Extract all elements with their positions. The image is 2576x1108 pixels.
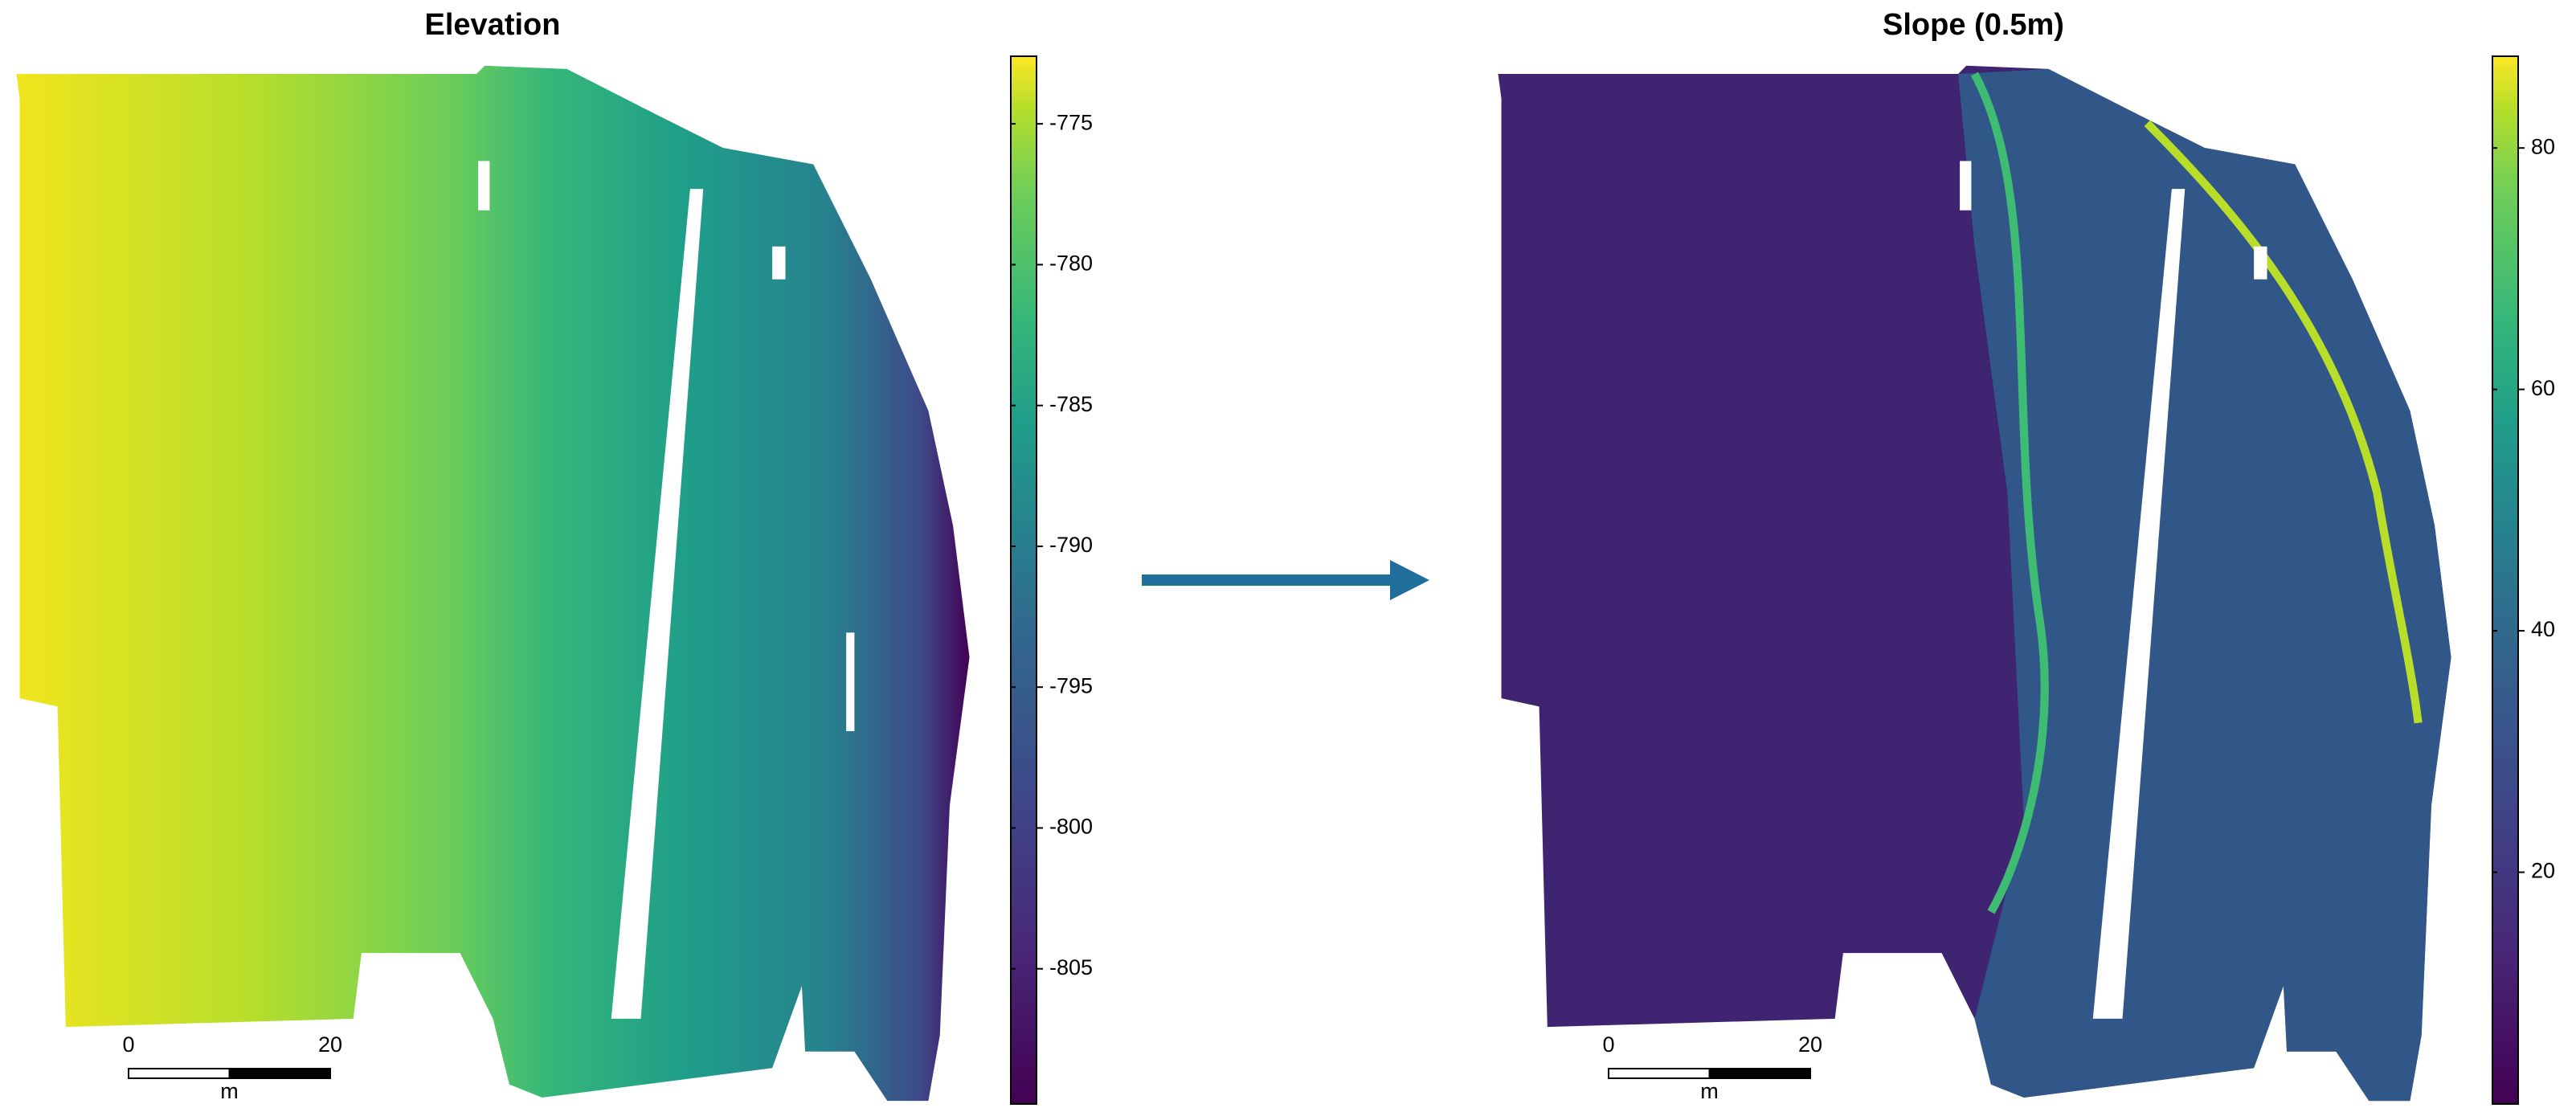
scale-bar-black <box>230 1069 331 1078</box>
panel-title: Elevation <box>425 8 561 42</box>
scale-bar-black <box>1710 1069 1811 1078</box>
colorbar-tick-label: 20 <box>2531 859 2555 883</box>
scale-bar-white <box>1609 1069 1710 1078</box>
colorbar-tick-label: -800 <box>1049 815 1093 839</box>
colorbar-tick-label: 60 <box>2531 376 2555 400</box>
arrow-head <box>1390 560 1429 600</box>
colorbar-tick-label: -775 <box>1049 110 1093 134</box>
elevation-map <box>16 66 969 1101</box>
slope-map <box>1498 66 2451 1101</box>
scale-bar-unit: m <box>1700 1079 1719 1103</box>
scale-bar-unit: m <box>220 1079 239 1103</box>
figure: Elevation -775 -780 -785 -790 -795 -800 -805 0 20… <box>0 0 2576 1108</box>
scale-bar-label: 20 <box>1798 1032 1822 1057</box>
scale-bar-label: 0 <box>122 1032 134 1057</box>
scale-bar-label: 0 <box>1602 1032 1614 1057</box>
colorbar-tick-label: -805 <box>1049 955 1093 979</box>
colorbar-tick-label: 80 <box>2531 134 2555 158</box>
colorbar-tick-label: 40 <box>2531 617 2555 641</box>
scale-bar-label: 20 <box>318 1032 342 1057</box>
colorbar-tick-label: -780 <box>1049 251 1093 276</box>
panel-title: Slope (0.5m) <box>1883 8 2064 42</box>
colorbar <box>1011 56 1037 1104</box>
colorbar-tick-label: -785 <box>1049 392 1093 416</box>
colorbar-tick-label: -790 <box>1049 533 1093 557</box>
colorbar <box>2492 56 2518 1104</box>
colorbar-tick-label: -795 <box>1049 673 1093 697</box>
page: Elevation -775 -780 -785 -790 -795 -800 -805 0 20… <box>0 0 2576 1108</box>
scale-bar-white <box>129 1069 230 1078</box>
